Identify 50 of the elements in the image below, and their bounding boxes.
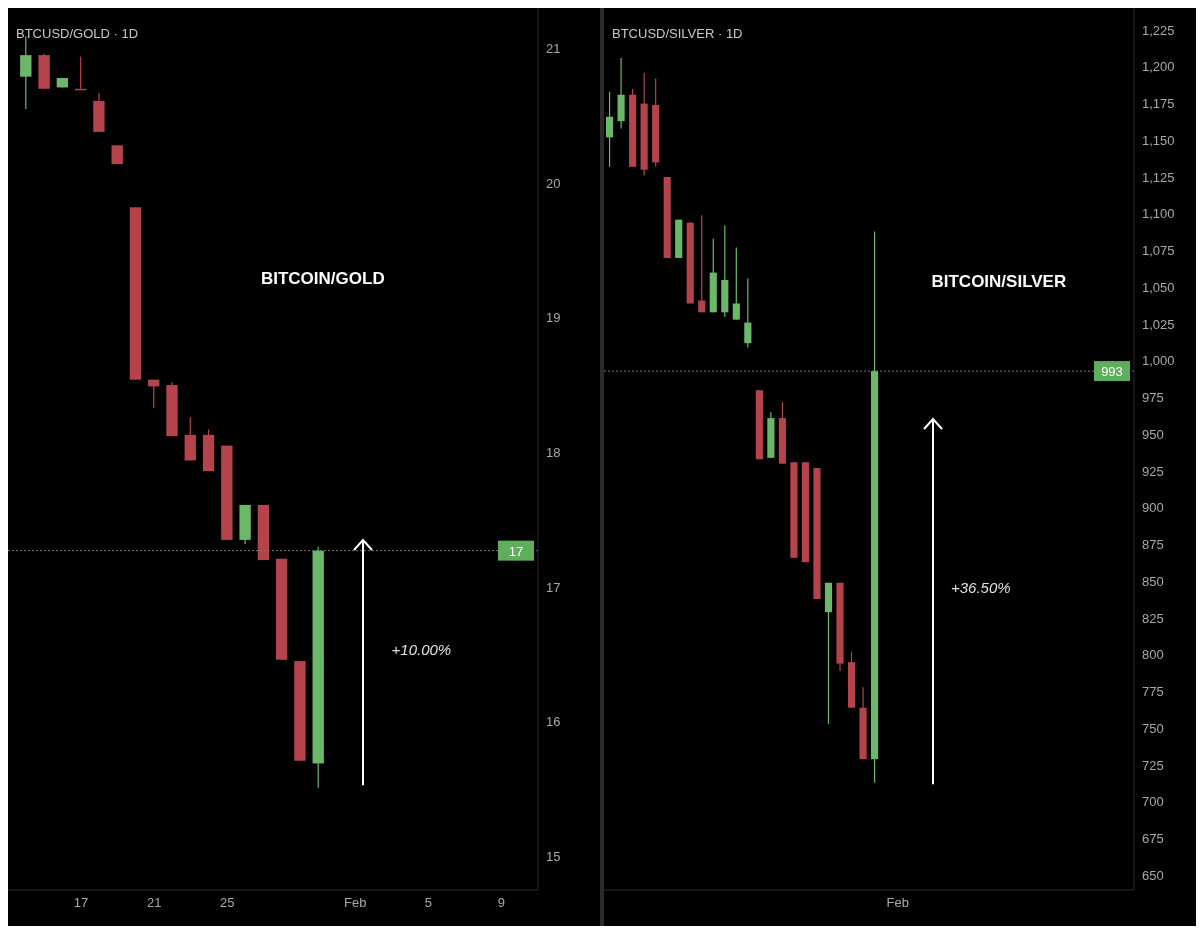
y-tick-label: 21 (546, 41, 561, 57)
y-tick-label: 19 (546, 310, 561, 326)
candlestick (744, 277, 752, 349)
text: BTCUSD/SILVER · 1D (612, 26, 743, 41)
y-tick-label: 1,175 (1142, 96, 1175, 112)
annotation: +36.50% (951, 578, 1011, 596)
y-tick-label: 975 (1142, 390, 1164, 406)
y-tick-label: 1,050 (1142, 279, 1175, 295)
x-tick-label: 9 (497, 895, 506, 911)
y-tick-label: 18 (546, 444, 561, 460)
y-tick-label: 675 (1142, 831, 1164, 847)
y-tick-label: 700 (1142, 794, 1164, 810)
x-tick-label: Feb (886, 895, 910, 911)
y-tick-label: 1,125 (1142, 169, 1175, 185)
y-tick-label: 20 (546, 175, 561, 191)
x-tick-label: 5 (424, 895, 432, 911)
y-tick-label: 1,075 (1142, 243, 1175, 259)
x-tick-label: Feb (344, 895, 367, 911)
y-tick-label: 950 (1142, 426, 1164, 442)
x-tick-label: 21 (146, 895, 162, 911)
y-tick-label: 1,025 (1142, 316, 1175, 332)
ref-line-label: 993 (1101, 364, 1123, 380)
y-tick-label: 800 (1142, 647, 1164, 663)
x-tick-label: 17 (73, 895, 89, 911)
y-tick-label: 1,225 (1142, 22, 1175, 38)
y-tick-label: 17 (546, 579, 561, 595)
annotation: +10.00% (391, 640, 452, 658)
y-tick-label: 750 (1142, 720, 1164, 736)
candlestick (698, 214, 706, 313)
y-tick-label: 825 (1142, 610, 1164, 626)
y-tick-label: 1,100 (1142, 206, 1175, 222)
annotation: BITCOIN/GOLD (260, 268, 385, 289)
y-tick-label: 15 (546, 848, 561, 864)
y-tick-label: 775 (1142, 684, 1164, 700)
candlestick (606, 91, 614, 168)
y-tick-label: 925 (1142, 463, 1164, 479)
y-tick-label: 650 (1142, 867, 1164, 883)
candlestick (732, 247, 740, 321)
y-tick-label: 725 (1142, 757, 1164, 773)
y-tick-label: 850 (1142, 573, 1164, 589)
text: BTCUSD/GOLD · 1D (16, 26, 139, 41)
y-tick-label: 16 (546, 714, 561, 730)
ref-line-label: 17 (508, 543, 524, 559)
y-tick-label: 875 (1142, 537, 1164, 553)
annotation: BITCOIN/SILVER (931, 272, 1067, 293)
y-tick-label: 900 (1142, 500, 1164, 516)
y-tick-label: 1,150 (1142, 132, 1175, 148)
y-tick-label: 1,200 (1142, 59, 1175, 75)
y-tick-label: 1,000 (1142, 353, 1175, 369)
x-tick-label: 25 (220, 895, 235, 911)
